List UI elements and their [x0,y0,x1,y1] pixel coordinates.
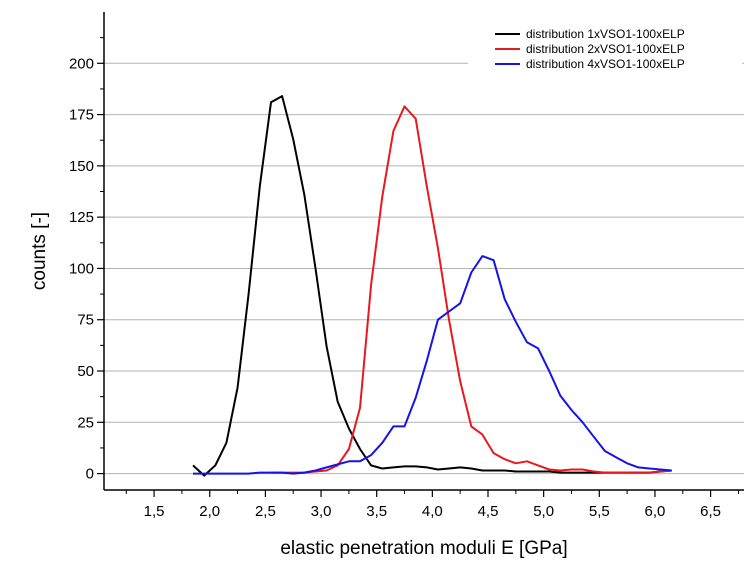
x-tick-label: 4,5 [478,503,499,520]
y-tick-label: 50 [77,363,94,380]
y-tick-label: 200 [69,55,94,72]
y-tick-label: 125 [69,209,94,226]
x-tick-label: 5,5 [589,503,610,520]
y-tick-label: 0 [86,466,94,483]
x-tick-label: 3,5 [366,503,387,520]
y-tick-label: 25 [77,414,94,431]
gridlines [104,62,744,475]
x-tick-label: 4,0 [422,503,443,520]
plot-background [104,12,744,490]
axes [103,12,744,491]
legend-label: distribution 1xVSO1-100xELP [526,27,685,41]
x-axis-ticks: 1,5 2,0 2,5 3,0 3,5 4,0 4,5 5,0 5,5 6,0 6,5 [125,490,739,520]
series-lines [192,95,672,477]
y-tick-label: 100 [69,260,94,277]
legend: distribution 1xVSO1-100xELPdistribution … [468,24,742,71]
series-line [193,255,672,475]
x-tick-label: 6,5 [700,503,721,520]
x-tick-label: 3,0 [311,503,332,520]
y-tick-label: 150 [69,158,94,175]
x-tick-label: 2,5 [255,503,276,520]
x-axis-title: elastic penetration moduli E [GPa] [280,538,567,559]
y-tick-label: 75 [77,312,94,329]
legend-background [468,24,742,64]
y-tick-label: 175 [69,107,94,124]
x-tick-label: 2,0 [199,503,220,520]
x-tick-label: 6,0 [645,503,666,520]
legend-label: distribution 4xVSO1-100xELP [526,57,685,71]
y-axis-title: counts [-] [29,212,50,290]
x-tick-label: 1,5 [144,503,165,520]
y-axis-ticks: 0 25 50 75 100 125 150 175 200 [69,37,104,483]
series-line [192,95,672,477]
x-tick-label: 5,0 [533,503,554,520]
legend-label: distribution 2xVSO1-100xELP [526,42,685,56]
